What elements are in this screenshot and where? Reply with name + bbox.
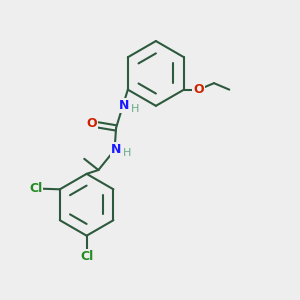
Text: N: N bbox=[119, 99, 129, 112]
Text: H: H bbox=[131, 104, 139, 114]
Text: H: H bbox=[123, 148, 131, 158]
Text: Cl: Cl bbox=[29, 182, 42, 195]
Text: O: O bbox=[193, 83, 204, 96]
Text: Cl: Cl bbox=[80, 250, 93, 263]
Text: O: O bbox=[86, 117, 97, 130]
Text: N: N bbox=[111, 142, 121, 156]
